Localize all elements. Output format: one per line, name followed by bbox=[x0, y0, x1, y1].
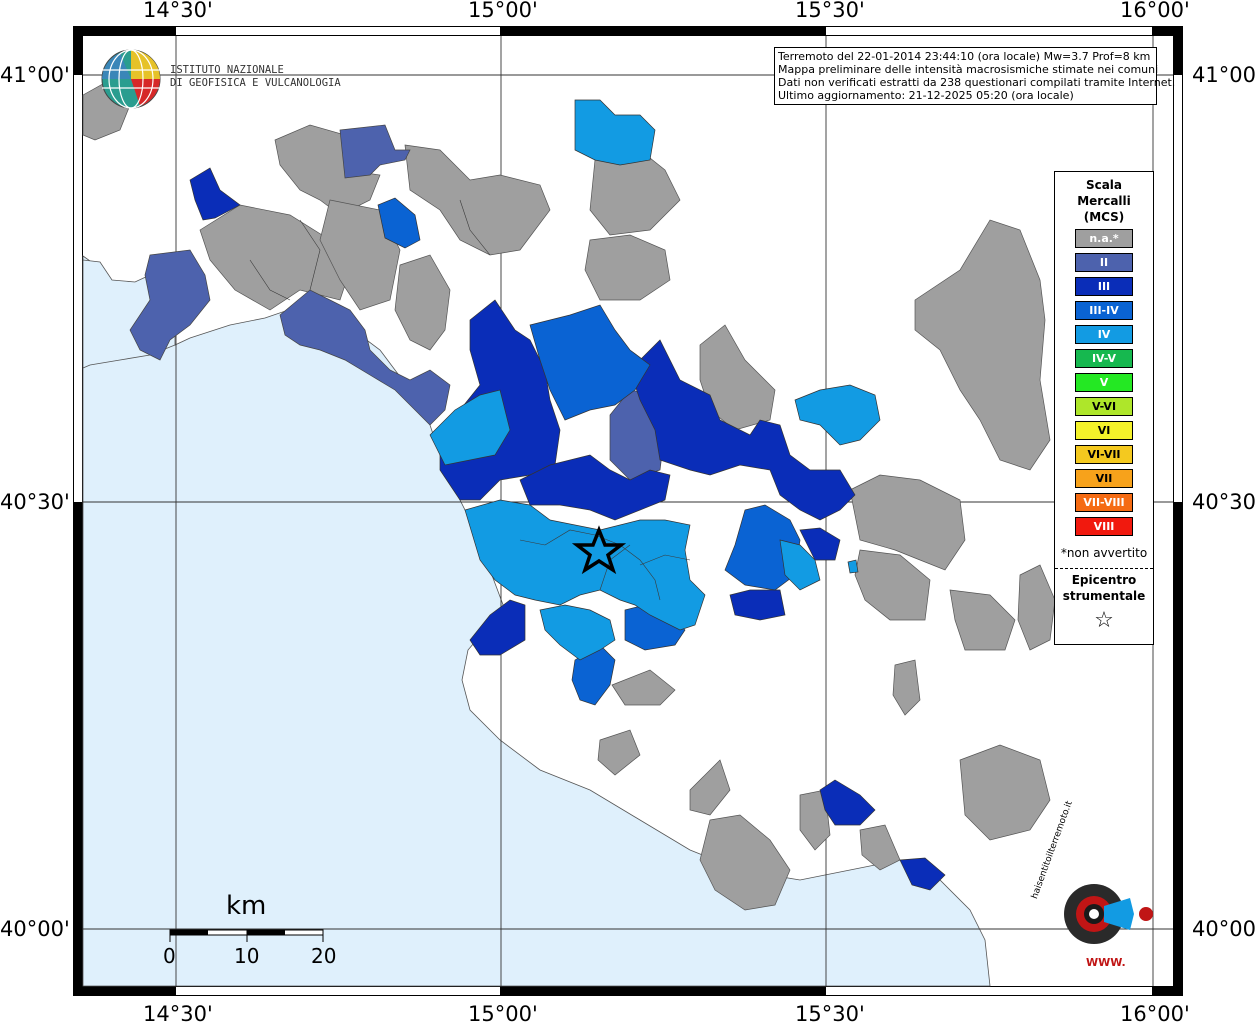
info-line1: Terremoto del 22-01-2014 23:44:10 (ora l… bbox=[778, 50, 1151, 63]
scale-unit: km bbox=[226, 891, 267, 921]
legend-swatch: VIII bbox=[1075, 517, 1133, 536]
info-line3: Dati non verificati estratti da 238 ques… bbox=[778, 76, 1176, 89]
info-line2: Mappa preliminare delle intensità macros… bbox=[778, 63, 1159, 76]
scale-tick-0: 0 bbox=[163, 944, 176, 968]
legend-swatch: VI-VII bbox=[1075, 445, 1133, 464]
hst-logo-icon bbox=[1064, 884, 1153, 944]
legend-swatch: n.a.* bbox=[1075, 229, 1133, 248]
left-label-2: 40°30' bbox=[0, 490, 70, 514]
legend: Scala Mercalli (MCS) n.a.* II III III-IV IV I… bbox=[1054, 171, 1154, 645]
intensity-III-IV bbox=[377, 197, 801, 706]
top-label-3: 15°30' bbox=[795, 0, 865, 22]
institute-name: ISTITUTO NAZIONALE DI GEOFISICA E VULCAN… bbox=[170, 64, 341, 90]
info-box: Terremoto del 22-01-2014 23:44:10 (ora l… bbox=[774, 47, 1176, 105]
scale-tick-10: 10 bbox=[234, 944, 260, 968]
left-label-3: 40°00' bbox=[0, 917, 70, 941]
right-label-3: 40°00' bbox=[1192, 917, 1256, 941]
bottom-label-3: 15°30' bbox=[795, 1002, 865, 1026]
legend-swatch: III bbox=[1075, 277, 1133, 296]
frame-ticks bbox=[74, 27, 1182, 995]
muni-outlines bbox=[249, 199, 691, 601]
right-label-2: 40°30' bbox=[1192, 490, 1256, 514]
scale-tick-20: 20 bbox=[311, 944, 337, 968]
hst-logo: haisentitoilterremoto.it WWW. bbox=[1030, 800, 1161, 977]
legend-swatch: VI bbox=[1075, 421, 1133, 440]
institute-line1: ISTITUTO NAZIONALE bbox=[170, 64, 284, 76]
bottom-label-2: 15°00' bbox=[468, 1002, 538, 1026]
legend-swatch: II bbox=[1075, 253, 1133, 272]
legend-swatch: V-VI bbox=[1075, 397, 1133, 416]
institute-line2: DI GEOFISICA E VULCANOLOGIA bbox=[170, 77, 341, 89]
legend-swatch: IV-V bbox=[1075, 349, 1133, 368]
legend-title-3: (MCS) bbox=[1083, 210, 1125, 224]
ingv-logo bbox=[100, 48, 162, 110]
legend-swatch: VII bbox=[1075, 469, 1133, 488]
legend-note: *non avvertito bbox=[1060, 546, 1148, 560]
legend-epic-2: strumentale bbox=[1062, 589, 1146, 603]
legend-swatch: IV bbox=[1075, 325, 1133, 344]
legend-title-1: Scala bbox=[1085, 178, 1123, 192]
info-line4: Ultimo aggiornamento: 21-12-2025 05:20 (… bbox=[778, 89, 1074, 102]
legend-swatch: V bbox=[1075, 373, 1133, 392]
epicenter-star[interactable] bbox=[571, 525, 627, 575]
hst-www: WWW. bbox=[1086, 956, 1126, 969]
legend-swatch: III-IV bbox=[1075, 301, 1133, 320]
bottom-label-4: 16°00' bbox=[1120, 1002, 1190, 1026]
bottom-label-1: 14°30' bbox=[143, 1002, 213, 1026]
top-label-4: 16°00' bbox=[1120, 0, 1190, 22]
top-label-1: 14°30' bbox=[143, 0, 213, 22]
legend-title-2: Mercalli bbox=[1077, 194, 1131, 208]
scale-bar bbox=[169, 929, 324, 942]
map-frame bbox=[73, 26, 1183, 996]
left-label-1: 41°00' bbox=[0, 63, 70, 87]
top-label-2: 15°00' bbox=[468, 0, 538, 22]
map-svg[interactable] bbox=[73, 26, 1183, 996]
right-label-1: 41°00' bbox=[1192, 63, 1256, 87]
legend-swatch: VII-VIII bbox=[1075, 493, 1133, 512]
legend-epic-1: Epicentro bbox=[1071, 573, 1137, 587]
na-areas bbox=[82, 79, 1056, 911]
legend-star-icon: ☆ bbox=[1094, 608, 1114, 633]
legend-divider bbox=[1055, 568, 1153, 569]
globe-icon bbox=[101, 49, 161, 109]
